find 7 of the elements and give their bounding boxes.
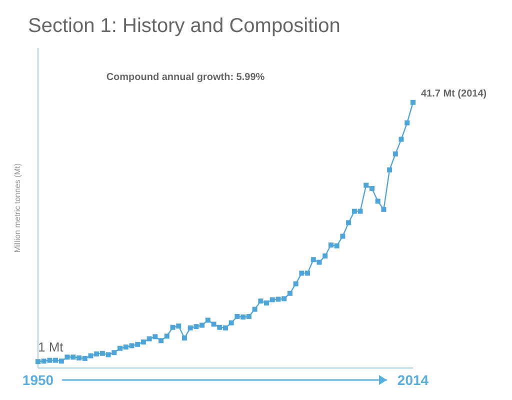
x-tick-label: 1950 [22,372,54,388]
annotation: 41.7 Mt (2014) [421,88,487,100]
text: Compound annual growth: 5.99% [106,72,265,83]
y-axis-title: Million metric tonnes (Mt) [13,162,22,253]
annotation: 1 Mt [38,340,64,355]
chart-title: Section 1: History and Composition [28,15,340,37]
x-tick-label: 2014 [397,372,429,388]
